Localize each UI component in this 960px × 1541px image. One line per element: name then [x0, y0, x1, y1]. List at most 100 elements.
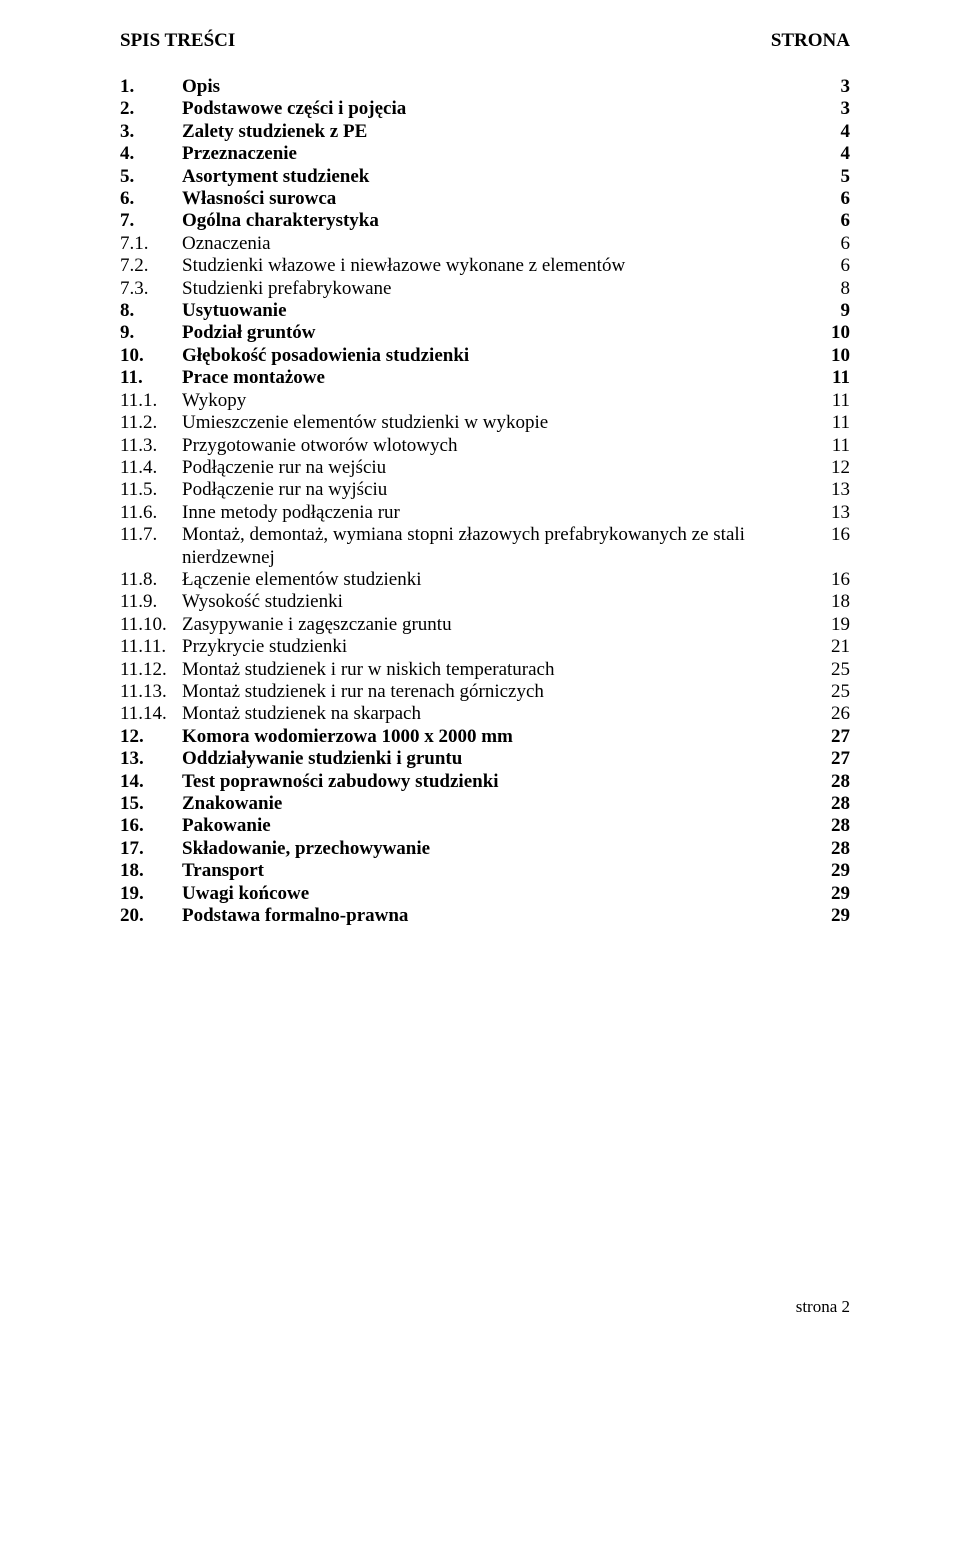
- toc-item-label: Studzienki włazowe i niewłazowe wykonane…: [182, 255, 625, 277]
- toc-item-number: 1.: [120, 76, 182, 98]
- toc-item-number: 11.4.: [120, 457, 182, 479]
- toc-row: 11.7.Montaż, demontaż, wymiana stopni zł…: [120, 524, 850, 569]
- toc-row: 11.8.Łączenie elementów studzienki16: [120, 569, 850, 591]
- toc-row-left: 11.9.Wysokość studzienki: [120, 591, 343, 613]
- toc-row: 20.Podstawa formalno-prawna29: [120, 905, 850, 927]
- toc-row-left: 11.1.Wykopy: [120, 390, 246, 412]
- toc-item-label: Umieszczenie elementów studzienki w wyko…: [182, 412, 548, 434]
- toc-item-page: 8: [841, 278, 851, 300]
- toc-row-left: 16.Pakowanie: [120, 815, 271, 837]
- toc-item-label: Montaż studzienek na skarpach: [182, 703, 421, 725]
- toc-row-left: 20.Podstawa formalno-prawna: [120, 905, 408, 927]
- toc-row-left: 11.3.Przygotowanie otworów wlotowych: [120, 435, 457, 457]
- header-left: SPIS TREŚCI: [120, 30, 235, 52]
- toc-item-number: 7.: [120, 210, 182, 232]
- document-header: SPIS TREŚCI STRONA: [120, 30, 850, 52]
- toc-item-page: 3: [841, 98, 851, 120]
- toc-row: 12.Komora wodomierzowa 1000 x 2000 mm 27: [120, 726, 850, 748]
- toc-row-left: 8.Usytuowanie: [120, 300, 287, 322]
- toc-item-number: 11.5.: [120, 479, 182, 501]
- toc-row-left: 11.Prace montażowe: [120, 367, 325, 389]
- toc-row: 4.Przeznaczenie4: [120, 143, 850, 165]
- toc-item-page: 28: [831, 815, 850, 837]
- toc-item-page: 27: [831, 726, 850, 748]
- toc-item-page: 5: [841, 166, 851, 188]
- toc-row-left: 5.Asortyment studzienek: [120, 166, 369, 188]
- toc-item-number: 7.1.: [120, 233, 182, 255]
- toc-item-number: 14.: [120, 771, 182, 793]
- toc-item-page: 28: [831, 771, 850, 793]
- toc-item-label: Wykopy: [182, 390, 246, 412]
- toc-row: 11.12.Montaż studzienek i rur w niskich …: [120, 659, 850, 681]
- toc-item-label: Komora wodomierzowa 1000 x 2000 mm: [182, 726, 513, 748]
- toc-row: 11.2.Umieszczenie elementów studzienki w…: [120, 412, 850, 434]
- toc-item-label: Podstawowe części i pojęcia: [182, 98, 406, 120]
- toc-item-label: Przykrycie studzienki: [182, 636, 347, 658]
- toc-item-number: 11.10.: [120, 614, 182, 636]
- toc-row: 15.Znakowanie28: [120, 793, 850, 815]
- toc-row-left: 4.Przeznaczenie: [120, 143, 297, 165]
- toc-row: 6.Własności surowca6: [120, 188, 850, 210]
- toc-item-number: 11.1.: [120, 390, 182, 412]
- toc-row: 11.5.Podłączenie rur na wyjściu13: [120, 479, 850, 501]
- toc-item-page: 25: [831, 659, 850, 681]
- toc-row-left: 18.Transport: [120, 860, 264, 882]
- toc-item-number: 3.: [120, 121, 182, 143]
- toc-row: 7.Ogólna charakterystyka6: [120, 210, 850, 232]
- toc-row: 11.10.Zasypywanie i zagęszczanie gruntu1…: [120, 614, 850, 636]
- toc-row-left: 11.10.Zasypywanie i zagęszczanie gruntu: [120, 614, 452, 636]
- toc-item-page: 13: [831, 479, 850, 501]
- toc-item-page: 11: [832, 367, 850, 389]
- toc-row-left: 12.Komora wodomierzowa 1000 x 2000 mm: [120, 726, 513, 748]
- toc-item-page: 16: [831, 524, 850, 569]
- toc-item-number: 11.14.: [120, 703, 182, 725]
- toc-item-page: 3: [841, 76, 851, 98]
- toc-row: 10.Głębokość posadowienia studzienki10: [120, 345, 850, 367]
- toc-item-page: 11: [832, 390, 850, 412]
- toc-item-number: 16.: [120, 815, 182, 837]
- toc-item-label: Podstawa formalno-prawna: [182, 905, 408, 927]
- toc-row-left: 7.Ogólna charakterystyka: [120, 210, 379, 232]
- toc-item-number: 13.: [120, 748, 182, 770]
- toc-item-label: Własności surowca: [182, 188, 336, 210]
- toc-row: 8.Usytuowanie9: [120, 300, 850, 322]
- toc-row-left: 11.12.Montaż studzienek i rur w niskich …: [120, 659, 555, 681]
- toc-row-left: 14.Test poprawności zabudowy studzienki: [120, 771, 499, 793]
- toc-item-number: 20.: [120, 905, 182, 927]
- toc-row-left: 19.Uwagi końcowe: [120, 883, 309, 905]
- toc-item-label: Opis: [182, 76, 220, 98]
- toc-item-number: 5.: [120, 166, 182, 188]
- toc-item-page: 28: [831, 838, 850, 860]
- toc-item-label: Asortyment studzienek: [182, 166, 369, 188]
- toc-row-left: 11.6.Inne metody podłączenia rur: [120, 502, 400, 524]
- toc-row: 3.Zalety studzienek z PE4: [120, 121, 850, 143]
- toc-item-page: 21: [831, 636, 850, 658]
- toc-item-number: 11.11.: [120, 636, 182, 658]
- toc-row-left: 11.11.Przykrycie studzienki: [120, 636, 347, 658]
- toc-item-number: 11.3.: [120, 435, 182, 457]
- toc-item-label: Podział gruntów: [182, 322, 316, 344]
- toc-row: 16.Pakowanie 28: [120, 815, 850, 837]
- toc-item-label: Zasypywanie i zagęszczanie gruntu: [182, 614, 452, 636]
- toc-item-number: 11.13.: [120, 681, 182, 703]
- toc-item-page: 29: [831, 860, 850, 882]
- toc-item-label: Pakowanie: [182, 815, 271, 837]
- toc-item-page: 11: [832, 412, 850, 434]
- toc-item-number: 4.: [120, 143, 182, 165]
- toc-item-label: Usytuowanie: [182, 300, 287, 322]
- toc-row-left: 11.7.Montaż, demontaż, wymiana stopni zł…: [120, 524, 831, 569]
- toc-row: 5.Asortyment studzienek 5: [120, 166, 850, 188]
- toc-row: 11.13.Montaż studzienek i rur na terenac…: [120, 681, 850, 703]
- toc-row-left: 11.4.Podłączenie rur na wejściu: [120, 457, 386, 479]
- toc-item-label: Oznaczenia: [182, 233, 271, 255]
- toc-item-number: 11.2.: [120, 412, 182, 434]
- toc-item-number: 15.: [120, 793, 182, 815]
- toc-row: 7.2.Studzienki włazowe i niewłazowe wyko…: [120, 255, 850, 277]
- toc-row-left: 17.Składowanie, przechowywanie: [120, 838, 430, 860]
- toc-row: 18.Transport 29: [120, 860, 850, 882]
- toc-row: 7.1.Oznaczenia6: [120, 233, 850, 255]
- toc-item-number: 7.2.: [120, 255, 182, 277]
- toc-item-label: Przeznaczenie: [182, 143, 297, 165]
- toc-row-left: 10.Głębokość posadowienia studzienki: [120, 345, 469, 367]
- toc-item-page: 6: [841, 255, 851, 277]
